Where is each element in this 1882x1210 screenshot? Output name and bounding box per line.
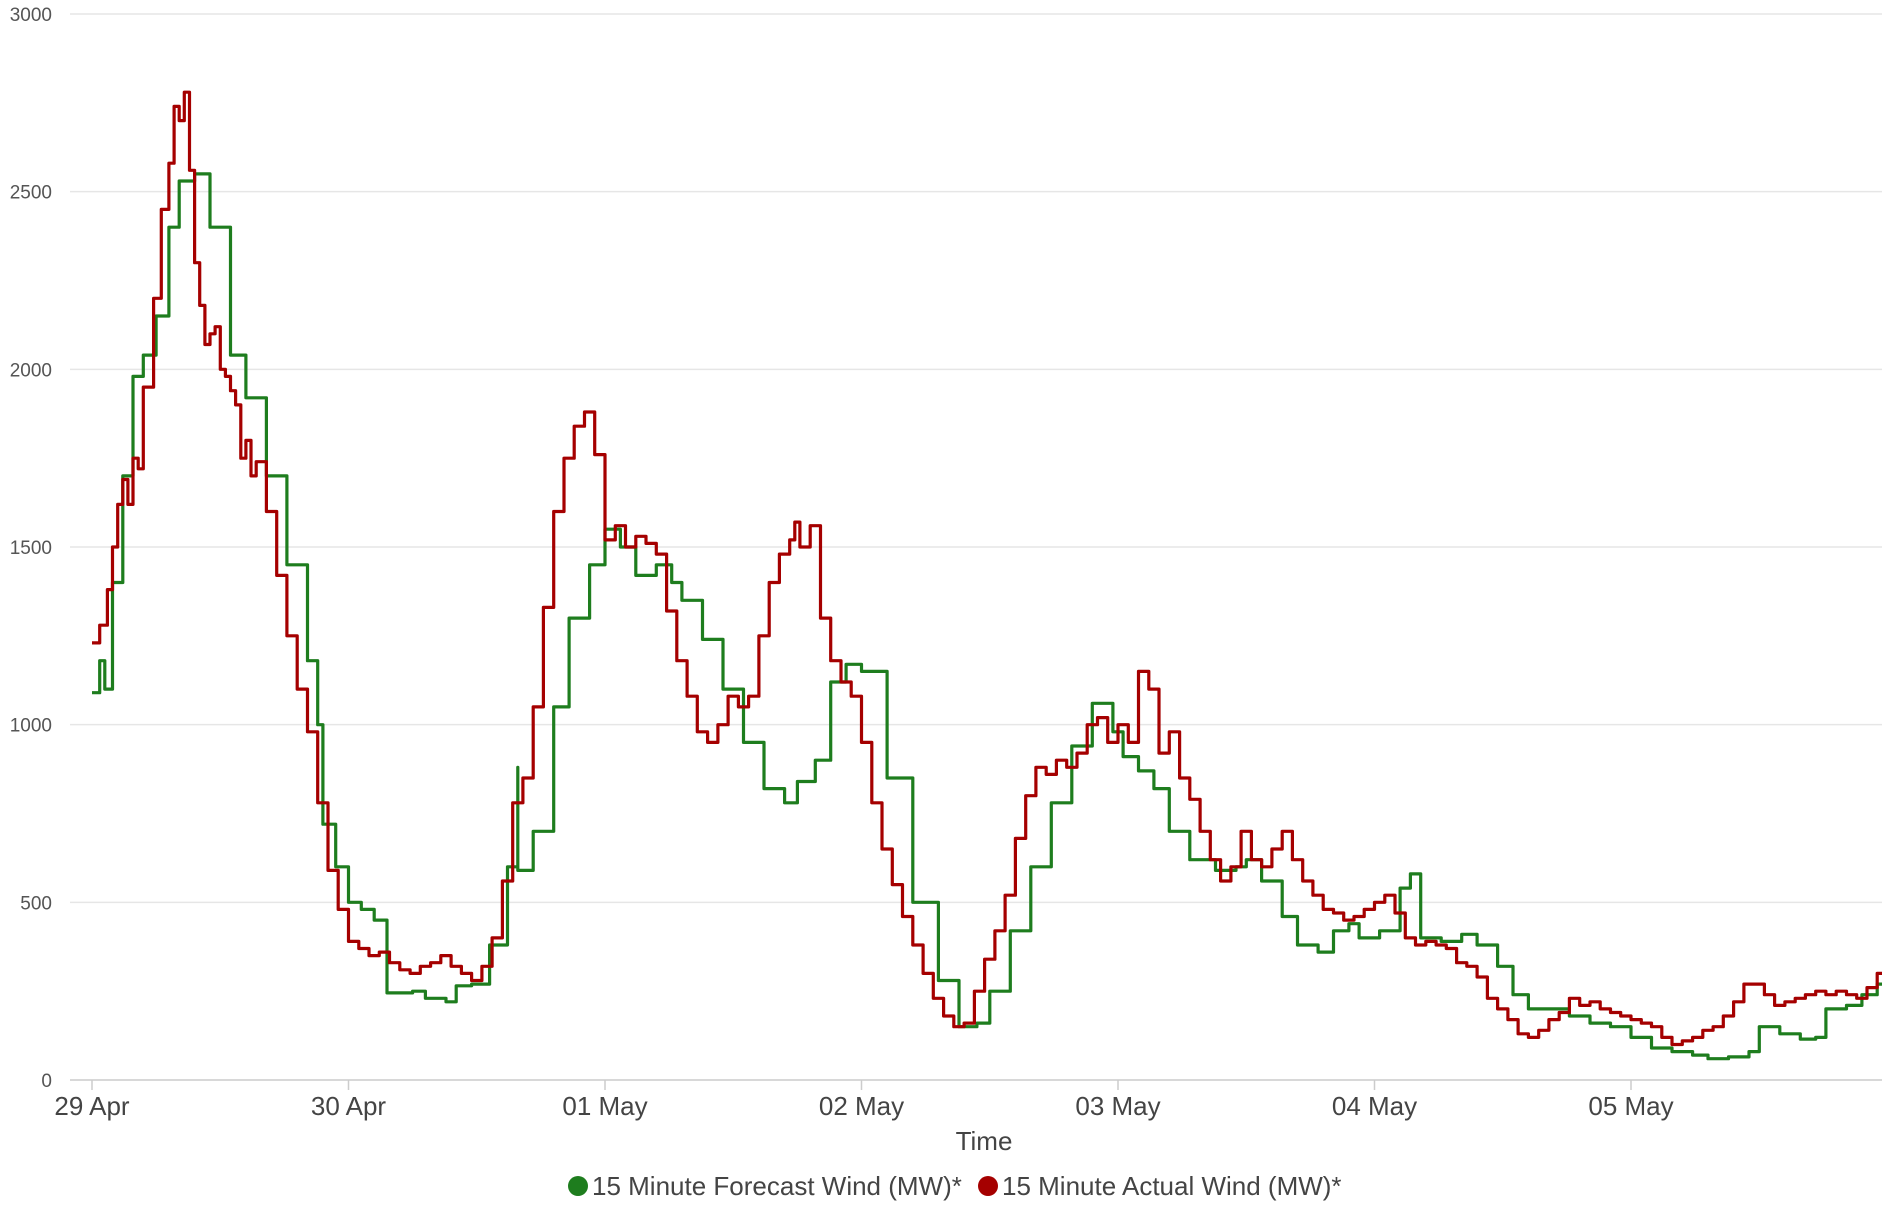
legend-item-0[interactable]: 15 Minute Forecast Wind (MW)* [568,1171,962,1201]
x-tick-label: 05 May [1588,1091,1673,1121]
y-tick-label: 2000 [10,360,52,381]
x-axis-title: Time [956,1126,1013,1156]
legend[interactable]: 15 Minute Forecast Wind (MW)* 15 Minute A… [568,1171,1342,1201]
legend-label: 15 Minute Actual Wind (MW)* [1002,1171,1342,1201]
series-line-1 [92,90,1882,1047]
y-tick-label: 0 [41,1071,52,1092]
y-tick-label: 1000 [10,716,52,737]
legend-item-1[interactable]: 15 Minute Actual Wind (MW)* [978,1171,1342,1201]
x-tick-label: 03 May [1075,1091,1160,1121]
series-line-0 [92,172,1882,1061]
y-axis-ticks: 0 500 1000 1500 2000 2500 3000 [10,5,52,1092]
y-tick-label: 500 [20,893,52,914]
legend-marker [568,1176,588,1196]
y-tick-label: 3000 [10,5,52,26]
legend-marker [978,1176,998,1196]
x-tick-label: 04 May [1332,1091,1417,1121]
x-tick-label: 29 Apr [54,1091,130,1121]
x-axis-ticks: 29 Apr 30 Apr 01 May 02 May 03 May 04 May 05 M… [54,1080,1674,1121]
legend-label: 15 Minute Forecast Wind (MW)* [592,1171,962,1201]
series-lines [92,90,1882,1061]
x-tick-label: 30 Apr [311,1091,387,1121]
y-tick-label: 2500 [10,183,52,204]
x-tick-label: 02 May [819,1091,904,1121]
gridlines [70,13,1882,904]
y-tick-label: 1500 [10,538,52,559]
x-tick-label: 01 May [562,1091,647,1121]
